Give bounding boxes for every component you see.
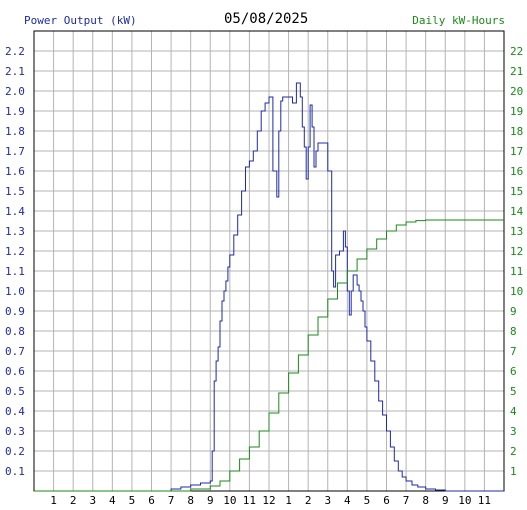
x-tick-label: 4 bbox=[109, 494, 116, 507]
x-tick-label: 8 bbox=[422, 494, 429, 507]
y-left-tick-label: 1.4 bbox=[5, 205, 25, 218]
y-left-tick-label: 0.7 bbox=[5, 345, 25, 358]
y-left-tick-label: 0.6 bbox=[5, 365, 25, 378]
right-axis-title: Daily kW-Hours bbox=[412, 14, 505, 27]
x-tick-label: 4 bbox=[344, 494, 351, 507]
y-left-tick-label: 0.9 bbox=[5, 305, 25, 318]
y-right-tick-label: 1 bbox=[510, 465, 517, 478]
y-left-tick-label: 1.0 bbox=[5, 285, 25, 298]
y-left-tick-label: 1.1 bbox=[5, 265, 25, 278]
y-left-tick-label: 1.9 bbox=[5, 105, 25, 118]
y-right-tick-label: 14 bbox=[510, 205, 524, 218]
x-tick-label: 8 bbox=[187, 494, 194, 507]
y-right-tick-label: 11 bbox=[510, 265, 523, 278]
y-right-tick-label: 12 bbox=[510, 245, 523, 258]
x-tick-label: 10 bbox=[223, 494, 236, 507]
x-tick-label: 5 bbox=[129, 494, 136, 507]
y-right-tick-label: 13 bbox=[510, 225, 523, 238]
x-tick-label: 1 bbox=[285, 494, 292, 507]
y-left-tick-label: 1.2 bbox=[5, 245, 25, 258]
y-right-tick-label: 3 bbox=[510, 425, 517, 438]
x-tick-label: 2 bbox=[305, 494, 312, 507]
x-tick-label: 9 bbox=[207, 494, 214, 507]
y-right-tick-label: 22 bbox=[510, 45, 523, 58]
y-left-tick-label: 0.4 bbox=[5, 405, 25, 418]
power-series-line bbox=[34, 82, 504, 492]
y-left-tick-label: 2.1 bbox=[5, 65, 25, 78]
y-right-tick-label: 2 bbox=[510, 445, 517, 458]
x-tick-label: 3 bbox=[89, 494, 96, 507]
x-tick-label: 6 bbox=[148, 494, 155, 507]
y-right-tick-label: 9 bbox=[510, 305, 517, 318]
y-right-tick-label: 16 bbox=[510, 165, 523, 178]
x-tick-label: 9 bbox=[442, 494, 449, 507]
y-left-tick-label: 1.7 bbox=[5, 145, 25, 158]
x-tick-label: 6 bbox=[383, 494, 390, 507]
y-left-tick-label: 2.0 bbox=[5, 85, 25, 98]
x-tick-label: 1 bbox=[50, 494, 57, 507]
y-right-tick-label: 5 bbox=[510, 385, 517, 398]
y-left-tick-label: 1.5 bbox=[5, 185, 25, 198]
y-right-tick-label: 15 bbox=[510, 185, 523, 198]
y-right-tick-label: 10 bbox=[510, 285, 523, 298]
y-right-tick-label: 19 bbox=[510, 105, 523, 118]
chart-date: 05/08/2025 bbox=[224, 11, 309, 27]
x-tick-label: 2 bbox=[70, 494, 77, 507]
y-left-tick-label: 1.8 bbox=[5, 125, 25, 138]
plot-frame bbox=[33, 30, 505, 492]
left-axis-title: Power Output (kW) bbox=[24, 14, 137, 27]
y-right-tick-label: 7 bbox=[510, 345, 517, 358]
x-tick-label: 3 bbox=[324, 494, 331, 507]
y-right-tick-label: 6 bbox=[510, 365, 517, 378]
y-left-tick-label: 0.3 bbox=[5, 425, 25, 438]
y-left-tick-label: 0.8 bbox=[5, 325, 25, 338]
y-left-tick-label: 0.5 bbox=[5, 385, 25, 398]
y-right-tick-label: 20 bbox=[510, 85, 523, 98]
y-left-tick-label: 1.6 bbox=[5, 165, 25, 178]
y-right-tick-label: 21 bbox=[510, 65, 523, 78]
y-left-tick-label: 2.2 bbox=[5, 45, 25, 58]
y-right-tick-label: 17 bbox=[510, 145, 523, 158]
y-right-tick-label: 8 bbox=[510, 325, 517, 338]
x-tick-label: 12 bbox=[262, 494, 275, 507]
x-tick-label: 5 bbox=[364, 494, 371, 507]
x-tick-label: 11 bbox=[478, 494, 491, 507]
x-tick-label: 7 bbox=[168, 494, 175, 507]
y-left-tick-label: 0.1 bbox=[5, 465, 25, 478]
y-right-tick-label: 4 bbox=[510, 405, 517, 418]
x-tick-label: 10 bbox=[458, 494, 471, 507]
y-left-tick-label: 0.2 bbox=[5, 445, 25, 458]
x-tick-label: 11 bbox=[243, 494, 256, 507]
y-right-tick-label: 18 bbox=[510, 125, 523, 138]
energy-series-line bbox=[34, 219, 504, 492]
y-left-tick-label: 1.3 bbox=[5, 225, 25, 238]
x-tick-label: 7 bbox=[403, 494, 410, 507]
